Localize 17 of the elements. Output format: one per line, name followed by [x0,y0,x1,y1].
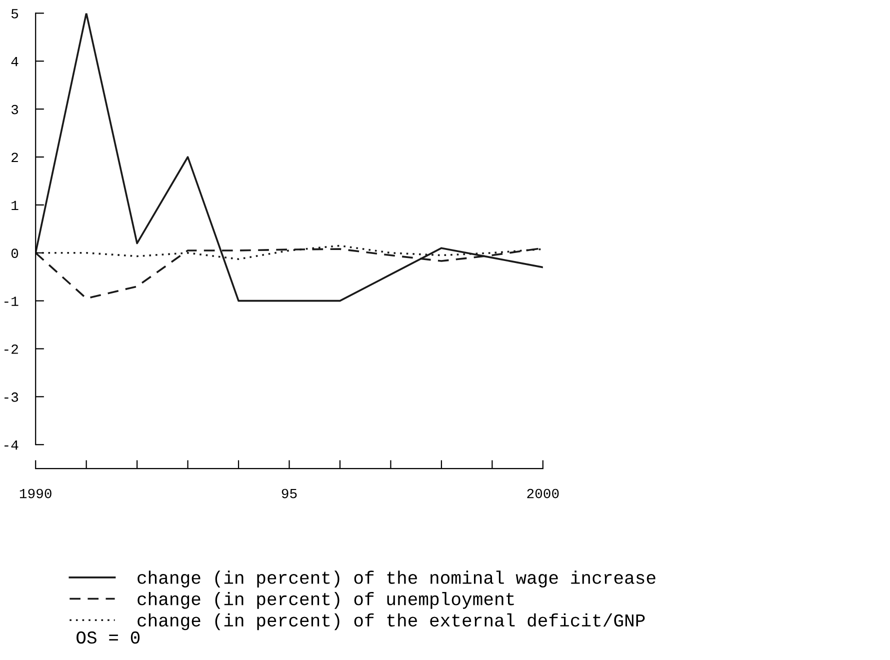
y-tick-label: 2 [12,152,18,162]
legend-label: change (in percent) of the external deficit/GNP [138,613,645,630]
y-tick-label: -4 [4,440,18,450]
legend-label: change (in percent) of the nominal wage increase [138,570,656,588]
y-tick-label: 3 [11,104,18,114]
y-tick-label: 0 [11,248,18,258]
y-tick-label: -2 [4,344,18,354]
y-tick-label: -3 [4,392,18,402]
y-tick-label: -1 [4,296,18,306]
text: OS = 0 [76,631,140,644]
legend-label: change (in percent) of unemployment [138,592,514,609]
y-tick-label: 1 [12,200,18,210]
y-tick-label: 4 [11,57,18,66]
x-tick-label: 95 [282,488,297,498]
x-tick-label: 2000 [527,488,559,498]
y-tick-label: 5 [11,9,18,18]
x-tick-label: 1990 [20,488,52,498]
